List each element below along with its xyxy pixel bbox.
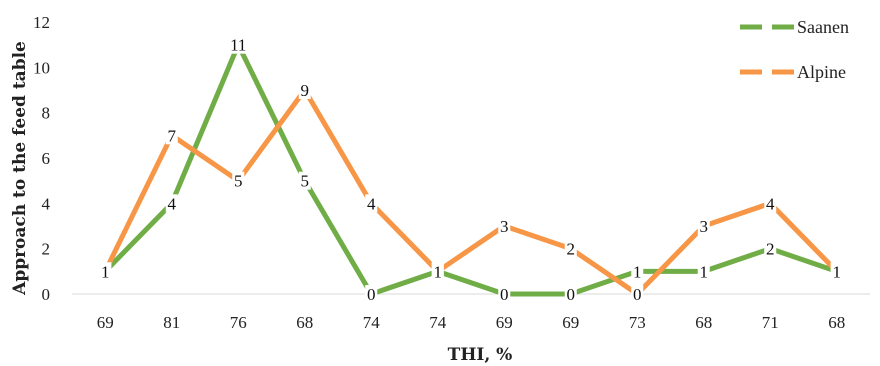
data-label-background <box>298 171 311 190</box>
data-label-background <box>697 217 710 235</box>
data-label-background <box>631 262 644 281</box>
data-label-background <box>498 217 511 235</box>
y-tick-label: 4 <box>42 194 51 213</box>
x-axis-title: THI, % <box>448 345 513 365</box>
data-label-background <box>165 126 178 145</box>
data-label: 4 <box>168 194 177 213</box>
data-label: 1 <box>700 262 709 281</box>
y-tick-label: 0 <box>42 285 51 304</box>
x-tick-label: 73 <box>629 313 646 332</box>
data-label: 4 <box>766 194 775 213</box>
data-label-background <box>365 194 378 213</box>
legend-label-saanen: Saanen <box>797 17 849 37</box>
data-label: 1 <box>833 262 842 281</box>
legend: Saanen Alpine <box>740 17 849 82</box>
x-tick-label: 69 <box>97 313 114 332</box>
data-label-background <box>764 239 777 258</box>
data-label-background <box>165 194 178 213</box>
data-label: 7 <box>168 126 177 145</box>
data-label: 0 <box>633 285 642 304</box>
data-label-background <box>227 35 249 54</box>
x-tick-label: 74 <box>429 313 447 332</box>
data-label: 0 <box>500 285 509 304</box>
data-label: 0 <box>367 285 376 304</box>
x-tick-label: 68 <box>695 313 712 332</box>
data-label-background <box>764 194 777 213</box>
y-tick-label: 6 <box>42 149 51 168</box>
data-label-background <box>631 285 644 303</box>
x-tick-label: 68 <box>828 313 845 332</box>
data-label-background <box>99 262 112 281</box>
legend-label-alpine: Alpine <box>797 62 846 82</box>
series-line-alpine <box>102 87 840 297</box>
data-label-background <box>232 171 245 190</box>
data-label: 2 <box>567 240 576 259</box>
data-label: 11 <box>230 36 246 55</box>
x-tick-label: 74 <box>363 313 381 332</box>
x-tick-label: 76 <box>230 313 247 332</box>
data-label-background <box>564 239 577 258</box>
x-tick-label: 71 <box>762 313 779 332</box>
data-label: 3 <box>700 217 709 236</box>
data-label: 5 <box>301 172 310 191</box>
y-tick-label: 8 <box>42 104 51 123</box>
x-tick-label: 69 <box>496 313 513 332</box>
data-labels: 1411501001121175941320341 <box>99 35 843 304</box>
x-tick-label: 69 <box>562 313 579 332</box>
y-tick-label: 2 <box>42 240 51 259</box>
series-lines <box>102 42 840 297</box>
data-label-background <box>431 262 444 281</box>
data-label: 4 <box>367 194 376 213</box>
y-axis-title: Approach to the feed table <box>10 41 30 296</box>
y-axis-ticks: 0 2 4 6 8 10 12 <box>33 13 51 304</box>
y-tick-label: 10 <box>33 58 50 77</box>
data-label-background <box>830 262 843 281</box>
data-label: 5 <box>234 172 243 191</box>
x-tick-label: 68 <box>296 313 313 332</box>
data-label: 2 <box>766 240 775 259</box>
data-label: 3 <box>500 217 509 236</box>
data-label: 1 <box>101 262 110 281</box>
data-label: 1 <box>633 262 642 281</box>
data-label-background <box>498 285 511 303</box>
data-label: 9 <box>301 81 310 100</box>
y-tick-label: 12 <box>33 13 50 32</box>
x-axis-ticks: 69 81 76 68 74 74 69 69 73 68 71 68 <box>97 313 846 332</box>
data-label-background <box>298 81 311 99</box>
series-line-saanen <box>102 42 840 297</box>
data-label-background <box>564 285 577 303</box>
data-label: 0 <box>567 285 576 304</box>
data-label: 1 <box>434 262 443 281</box>
data-label-background <box>697 262 710 281</box>
x-tick-label: 81 <box>163 313 180 332</box>
data-label-background <box>365 285 378 303</box>
